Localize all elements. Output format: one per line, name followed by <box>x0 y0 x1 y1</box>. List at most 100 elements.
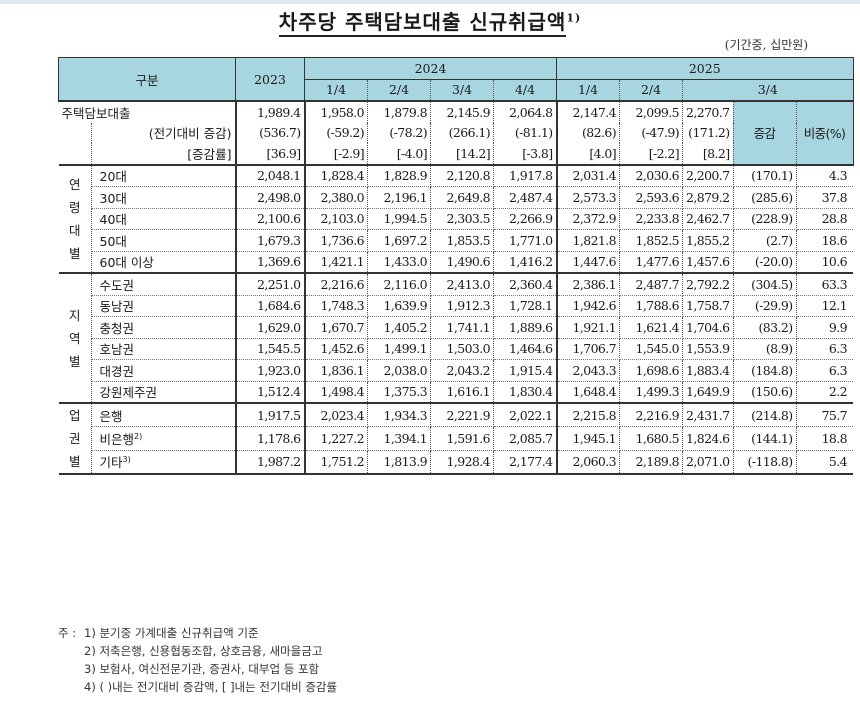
table-row: 30대 2,498.0 2,380.0 2,196.1 2,649.8 2,487.4 2,… <box>59 186 854 209</box>
cell: [-2.2] <box>619 143 683 166</box>
row-label-text: 은행 <box>99 408 123 424</box>
cell-share: 5.4 <box>795 449 854 475</box>
cell: (-59.2) <box>303 122 368 143</box>
cell: 1,958.0 <box>303 100 368 123</box>
row-label-text: 60대 이상 <box>99 255 154 271</box>
cell-share: 75.7 <box>795 402 854 428</box>
cell: 2,498.0 <box>234 186 305 209</box>
cell: 1,452.6 <box>303 337 368 360</box>
cell: 2,060.3 <box>555 449 620 475</box>
table-row-total: 주택담보대출 1,989.4 1,958.0 1,879.8 2,145.9 2… <box>58 100 854 166</box>
cell: 1,912.3 <box>430 294 494 317</box>
row-label: 대경권 <box>90 359 236 382</box>
row-label: 수도권 <box>90 272 236 296</box>
cell: 2,200.7 <box>682 164 734 187</box>
cell: 1,748.3 <box>303 294 368 317</box>
cell: 1,498.4 <box>303 380 368 404</box>
table-row-total-rate: [증감률] [36.9] [-2.9] [-4.0] [14.2] [-3.8]… <box>58 143 854 166</box>
cell: [4.0] <box>555 143 620 166</box>
cell: 1,553.9 <box>682 337 734 360</box>
table-row: 대경권 1,923.0 1,836.1 2,038.0 2,043.2 1,915.4 2,… <box>59 359 854 382</box>
cell: 2,064.8 <box>493 100 557 123</box>
cell: 1,512.4 <box>234 380 305 404</box>
cell: 1,942.6 <box>555 294 620 317</box>
window-top-bar <box>0 0 860 4</box>
cell: 2,270.7 <box>682 100 734 123</box>
cell-change: (184.8) <box>732 359 797 382</box>
cell: 1,830.4 <box>493 380 557 404</box>
cell: 2,462.7 <box>682 207 734 230</box>
cell-change: (214.8) <box>732 402 797 428</box>
cell: (171.2) <box>682 122 734 143</box>
document-title: 차주당 주택담보대출 신규취급액1) <box>0 6 860 37</box>
cell: 2,120.8 <box>430 164 494 187</box>
header-2025-q3: 3/4 <box>682 78 854 102</box>
cell-share: 18.6 <box>795 229 854 252</box>
cell: 2,386.1 <box>555 272 620 296</box>
cell: 1,591.6 <box>430 426 494 451</box>
cell: 1,917.8 <box>493 164 557 187</box>
cell: 2,360.4 <box>493 272 557 296</box>
cell: 1,788.6 <box>619 294 683 317</box>
cell: 1,828.4 <box>303 164 368 187</box>
footnote-3: 3) 보험사, 여신전문기관, 증권사, 대부업 등 포함 <box>84 662 320 676</box>
cell-change: (8.9) <box>732 337 797 360</box>
cell: 1,917.5 <box>234 402 305 428</box>
table-row: 동남권 1,684.6 1,748.3 1,639.9 1,912.3 1,728.1 1,… <box>59 294 854 317</box>
cell-change: (-20.0) <box>732 250 797 274</box>
cell-change: (228.9) <box>732 207 797 230</box>
cell-change: (83.2) <box>732 316 797 339</box>
cell: 1,921.1 <box>555 316 620 339</box>
cell-change: (285.6) <box>732 186 797 209</box>
cell: 2,233.8 <box>619 207 683 230</box>
row-label: 비은행2) <box>90 426 236 451</box>
row-label-text: 비은행 <box>99 431 135 447</box>
cell: 1,369.6 <box>234 250 305 274</box>
cell: 2,043.3 <box>555 359 620 382</box>
cell-change: (-29.9) <box>732 294 797 317</box>
cell: 2,023.4 <box>303 402 368 428</box>
cell: 1,813.9 <box>367 449 431 475</box>
header-share: 비중(%) <box>795 100 854 166</box>
row-label-text: 강원제주권 <box>99 385 158 401</box>
cell: [8.2] <box>682 143 734 166</box>
row-label-text: 대경권 <box>99 363 135 379</box>
cell: 1,736.6 <box>303 229 368 252</box>
cell: 1,621.4 <box>619 316 683 339</box>
cell: 1,728.1 <box>493 294 557 317</box>
cell: 2,215.8 <box>555 402 620 428</box>
cell: 1,697.2 <box>367 229 431 252</box>
header-2025: 2025 <box>556 57 854 80</box>
cell-share: 18.8 <box>795 426 854 451</box>
cell: 2,147.4 <box>555 100 620 123</box>
header-2025-q2: 2/4 <box>619 78 683 102</box>
row-label-text: 수도권 <box>99 277 135 293</box>
row-label: 충청권 <box>90 316 236 339</box>
cell: 2,048.1 <box>234 164 305 187</box>
cell-share: 28.8 <box>795 207 854 230</box>
cell: 1,639.9 <box>367 294 431 317</box>
title-text: 차주당 주택담보대출 신규취급액 <box>278 10 567 37</box>
cell: 1,499.1 <box>367 337 431 360</box>
cell: 2,303.5 <box>430 207 494 230</box>
cell: 1,477.6 <box>619 250 683 274</box>
cell: 2,413.0 <box>430 272 494 296</box>
row-label: 20대 <box>90 164 236 187</box>
cell: (536.7) <box>234 122 305 143</box>
cell: 1,670.7 <box>303 316 368 339</box>
cell-change: (170.1) <box>732 164 797 187</box>
footnote-4: 4) ( )내는 전기대비 증감액, [ ]내는 전기대비 증감률 <box>84 680 338 694</box>
cell: 2,177.4 <box>493 449 557 475</box>
header-2024: 2024 <box>304 57 557 80</box>
row-label: 40대 <box>90 207 236 230</box>
cell: 2,103.0 <box>303 207 368 230</box>
cell: 1,934.3 <box>367 402 431 428</box>
cell-change: (-118.8) <box>732 449 797 475</box>
cell: 2,071.0 <box>682 449 734 475</box>
cell: 1,994.5 <box>367 207 431 230</box>
row-label-text: 40대 <box>99 212 127 228</box>
cell: 1,741.1 <box>430 316 494 339</box>
row-label: 60대 이상 <box>90 250 236 274</box>
